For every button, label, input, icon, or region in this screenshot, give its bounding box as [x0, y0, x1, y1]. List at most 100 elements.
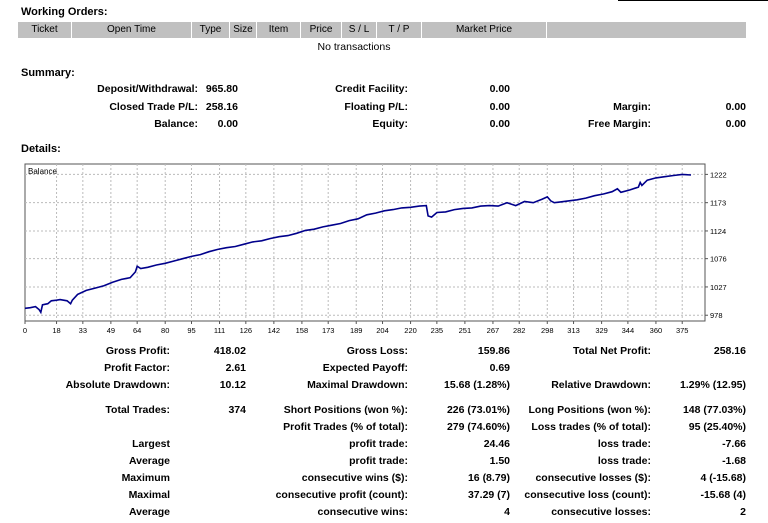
profit-factor-value: 2.61 — [225, 362, 246, 374]
col-open-time[interactable]: Open Time — [107, 24, 156, 35]
free-margin-label: Free Margin: — [587, 118, 651, 130]
profit-trades-value: 279 (74.60%) — [446, 421, 510, 433]
equity-value: 0.00 — [489, 118, 510, 130]
col-market-price[interactable]: Market Price — [455, 24, 513, 35]
short-positions-label: Short Positions (won %): — [283, 404, 408, 416]
y-tick-label: 1124 — [710, 227, 726, 236]
gross-profit-label: Gross Profit: — [105, 345, 170, 357]
x-tick-label: 126 — [240, 326, 253, 335]
loss-trades-value: 95 (25.40%) — [688, 421, 746, 433]
maximal-drawdown-value: 15.68 (1.28%) — [444, 379, 510, 391]
maximal-label: Maximal — [128, 489, 170, 501]
floating-pl-label: Floating P/L: — [344, 101, 408, 113]
largest-profit-value: 24.46 — [483, 438, 510, 450]
summary-title: Summary: — [21, 67, 75, 79]
x-tick-label: 173 — [322, 326, 335, 335]
col-type[interactable]: Type — [199, 24, 222, 35]
gross-profit-value: 418.02 — [213, 345, 246, 357]
x-tick-label: 33 — [79, 326, 87, 335]
largest-loss-value: -7.66 — [722, 438, 746, 450]
average-label: Average — [128, 455, 170, 467]
credit-facility-value: 0.00 — [489, 83, 510, 95]
x-tick-label: 329 — [595, 326, 608, 335]
col-tp[interactable]: T / P — [388, 24, 410, 35]
average-loss-label: loss trade: — [597, 455, 651, 467]
x-tick-label: 142 — [268, 326, 281, 335]
x-tick-label: 235 — [431, 326, 444, 335]
total-net-profit-label: Total Net Profit: — [573, 345, 651, 357]
largest-profit-label: profit trade: — [349, 438, 408, 450]
expected-payoff-value: 0.69 — [489, 362, 510, 374]
total-trades-value: 374 — [228, 404, 246, 416]
loss-trades-label: Loss trades (% of total): — [531, 421, 651, 433]
x-tick-label: 0 — [23, 326, 27, 335]
absolute-drawdown-label: Absolute Drawdown: — [65, 379, 170, 391]
expected-payoff-label: Expected Payoff: — [322, 362, 408, 374]
x-tick-label: 344 — [622, 326, 635, 335]
y-tick-label: 1222 — [710, 170, 727, 179]
closed-trade-pl-label: Closed Trade P/L: — [109, 101, 198, 113]
relative-drawdown-label: Relative Drawdown: — [551, 379, 651, 391]
chart-legend: Balance — [28, 167, 57, 176]
col-sl[interactable]: S / L — [348, 24, 370, 35]
no-transactions-text: No transactions — [317, 41, 391, 53]
average-loss-value: -1.68 — [722, 455, 746, 467]
col-price[interactable]: Price — [309, 24, 333, 35]
credit-facility-label: Credit Facility: — [335, 83, 408, 95]
maximal-loss-value: -15.68 (4) — [700, 489, 746, 501]
short-positions-value: 226 (73.01%) — [446, 404, 510, 416]
maximum-loss-label: consecutive losses ($): — [535, 472, 651, 484]
y-tick-label: 1076 — [710, 255, 727, 264]
chart-grid — [25, 164, 705, 321]
profit-factor-label: Profit Factor: — [104, 362, 170, 374]
maximal-profit-value: 37.29 (7) — [467, 489, 510, 501]
y-tick-label: 978 — [710, 311, 723, 320]
absolute-drawdown-value: 10.12 — [219, 379, 246, 391]
x-tick-label: 111 — [214, 326, 225, 335]
balance-label: Balance: — [154, 118, 198, 130]
maximal-profit-label: consecutive profit (count): — [275, 489, 408, 501]
col-item[interactable]: Item — [268, 24, 289, 35]
deposit-withdrawal-value: 965.80 — [205, 83, 238, 95]
x-tick-label: 251 — [459, 326, 472, 335]
balance-line — [24, 173, 692, 315]
average-consec-wins-value: 4 — [504, 506, 510, 518]
maximal-loss-label: consecutive loss (count): — [524, 489, 651, 501]
details-title: Details: — [21, 143, 61, 155]
x-tick-label: 64 — [133, 326, 141, 335]
floating-pl-value: 0.00 — [489, 101, 510, 113]
chart-x-axis: 0 18 33 49 64 80 95 111 126 142 158 173 189 204 220 235… — [23, 321, 689, 335]
x-tick-label: 80 — [161, 326, 169, 335]
profit-trades-label: Profit Trades (% of total): — [283, 421, 408, 433]
average-profit-value: 1.50 — [489, 455, 510, 467]
long-positions-label: Long Positions (won %): — [528, 404, 651, 416]
maximal-drawdown-label: Maximal Drawdown: — [307, 379, 408, 391]
total-trades-label: Total Trades: — [105, 404, 170, 416]
x-tick-label: 158 — [296, 326, 309, 335]
x-tick-label: 282 — [513, 326, 526, 335]
equity-label: Equity: — [372, 118, 408, 130]
orders-table-header: Ticket Open Time Type Size Item Price S … — [18, 22, 746, 38]
chart-plot-area — [24, 163, 706, 322]
col-size[interactable]: Size — [233, 24, 253, 35]
x-tick-label: 204 — [376, 326, 389, 335]
x-tick-label: 18 — [52, 326, 60, 335]
deposit-withdrawal-label: Deposit/Withdrawal: — [97, 83, 198, 95]
closed-trade-pl-value: 258.16 — [205, 101, 238, 113]
average-consec-label: Average — [128, 506, 170, 518]
long-positions-value: 148 (77.03%) — [682, 404, 746, 416]
x-tick-label: 375 — [676, 326, 689, 335]
average-consec-losses-value: 2 — [740, 506, 746, 518]
balance-value: 0.00 — [217, 118, 238, 130]
average-consec-wins-label: consecutive wins: — [317, 506, 408, 518]
total-net-profit-value: 258.16 — [713, 345, 746, 357]
x-tick-label: 220 — [404, 326, 417, 335]
x-tick-label: 189 — [350, 326, 363, 335]
working-orders-title: Working Orders: — [21, 6, 108, 18]
largest-loss-label: loss trade: — [597, 438, 651, 450]
x-tick-label: 95 — [187, 326, 195, 335]
balance-chart: 0 18 33 49 64 80 95 111 126 142 158 173 189 204 220 235… — [23, 163, 727, 335]
relative-drawdown-value: 1.29% (12.95) — [680, 379, 746, 391]
x-tick-label: 267 — [487, 326, 500, 335]
col-ticket[interactable]: Ticket — [31, 24, 58, 35]
